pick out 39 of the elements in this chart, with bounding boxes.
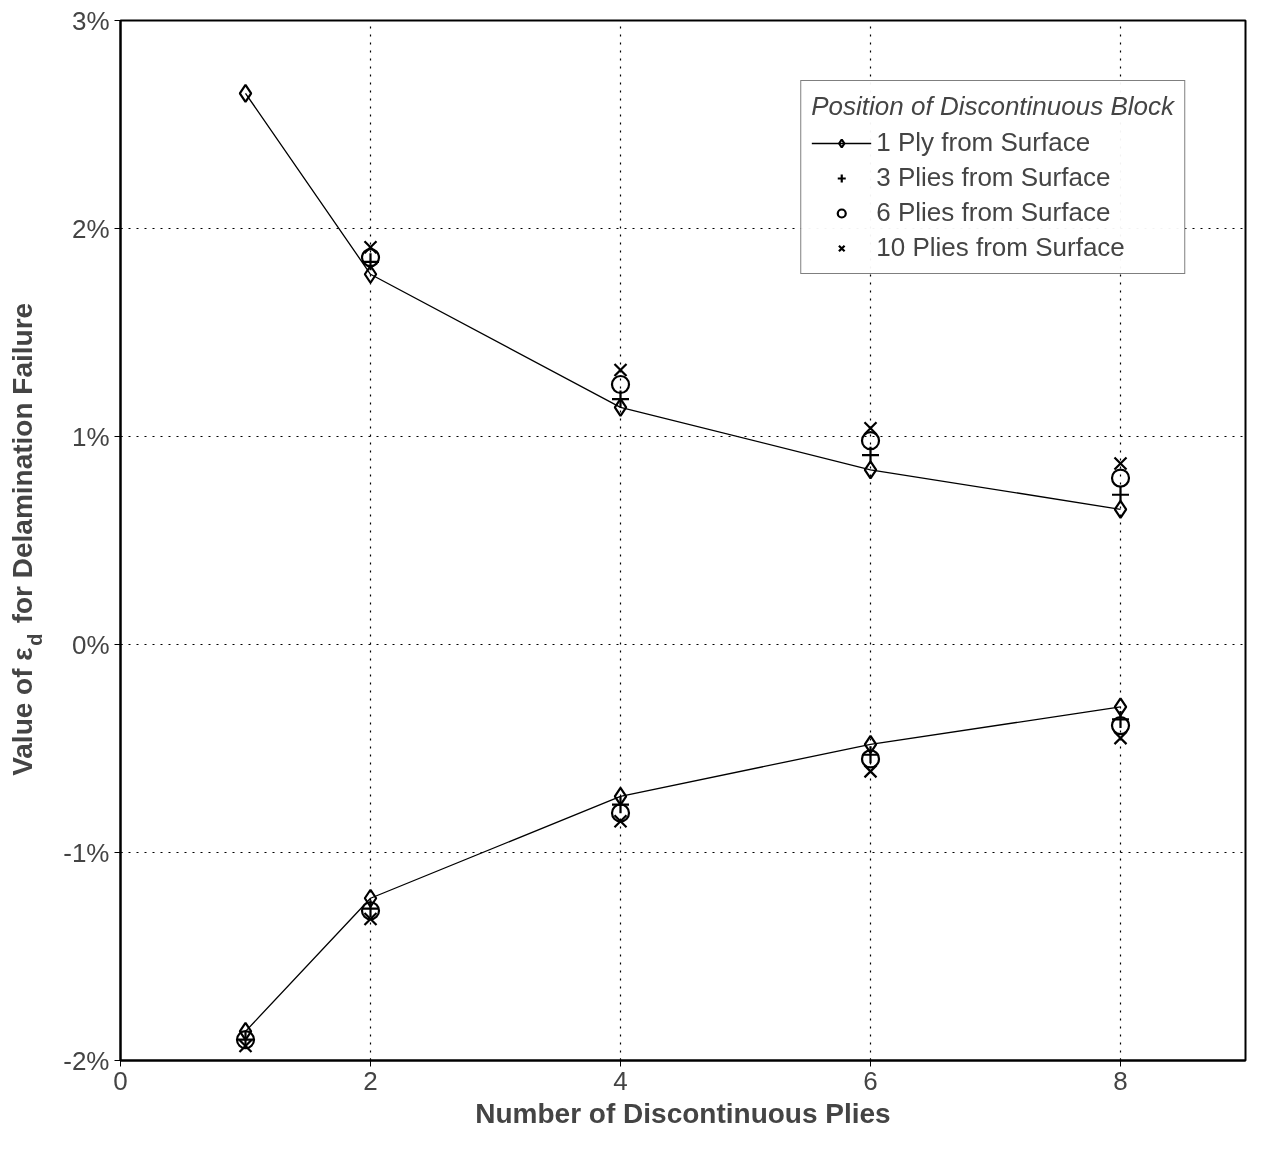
point [1113,730,1128,746]
y-tick-label: 3% [71,5,110,36]
x-tick-label: 0 [113,1065,128,1096]
point [613,362,628,378]
point [613,786,628,806]
point [363,264,378,284]
legend-label: 3 Plies from Surface [876,162,1111,193]
point [238,1021,253,1041]
legend-label: 10 Plies from Surface [876,232,1125,263]
point [1110,716,1131,736]
y-tick-label: 1% [71,421,110,452]
point [1113,456,1128,471]
point [363,888,378,908]
point [613,397,628,417]
x-tick-label: 8 [1113,1065,1128,1096]
x-tick-label: 6 [863,1065,878,1096]
y-tick-label: 2% [71,213,110,244]
point [363,240,378,255]
legend-title: Position of Discontinuous Block [811,91,1174,122]
y-tick-label: -1% [63,837,110,868]
y-tick-label: -2% [63,1045,110,1076]
legend-label: 1 Ply from Surface [876,127,1091,158]
point [613,814,628,829]
y-tick-label: 0% [71,629,110,660]
point [863,764,878,779]
point [1110,468,1131,488]
point [860,431,881,451]
point [1113,697,1128,717]
point [238,83,253,103]
point [610,374,631,395]
point [863,421,878,436]
legend-label: 6 Plies from Surface [876,197,1111,228]
point [1113,499,1128,519]
point [610,803,631,823]
point [863,460,878,480]
y-axis-title: Value of εd for Delamination Failure [6,302,46,776]
x-axis-title: Number of Discontinuous Plies [475,1097,891,1129]
x-tick-label: 2 [363,1065,378,1096]
x-tick-label: 4 [613,1065,628,1096]
